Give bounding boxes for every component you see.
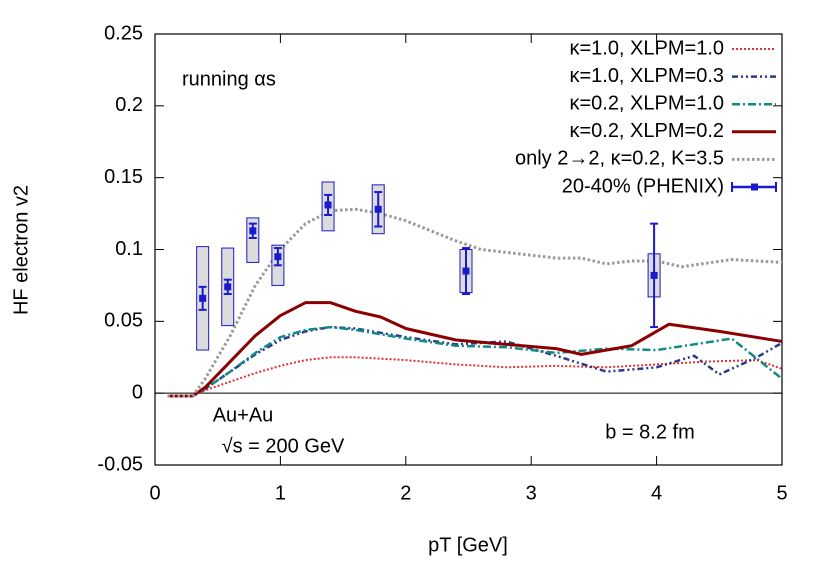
legend-label: κ=0.2, XLPM=0.2: [569, 120, 724, 142]
data-point: [462, 267, 470, 275]
x-tick-label: 0: [149, 482, 160, 504]
legend-label: 20-40% (PHENIX): [562, 175, 724, 197]
x-axis-label: pT [GeV]: [428, 534, 508, 556]
x-tick-label: 3: [526, 482, 537, 504]
y-tick-label: 0: [132, 381, 143, 403]
series-line: [167, 325, 783, 398]
legend-label: κ=1.0, XLPM=1.0: [569, 37, 724, 59]
series-line: [167, 207, 783, 398]
annotation: √s = 200 GeV: [222, 435, 345, 457]
y-tick-label: 0.1: [115, 238, 143, 260]
x-tick-label: 2: [400, 482, 411, 504]
series-line: [167, 356, 783, 398]
data-point: [374, 205, 382, 213]
data-point: [249, 227, 257, 235]
legend-label: κ=1.0, XLPM=0.3: [569, 65, 724, 87]
y-axis-label: HF electron v2: [10, 185, 32, 315]
legend-label: only 2→2, κ=0.2, K=3.5: [515, 148, 724, 170]
y-tick-label: 0.05: [104, 310, 143, 332]
x-tick-label: 1: [275, 482, 286, 504]
y-tick-label: 0.15: [104, 166, 143, 188]
data-point: [224, 283, 232, 291]
annotation: Au+Au: [213, 404, 274, 426]
legend-label: κ=0.2, XLPM=1.0: [569, 92, 724, 114]
series-line: [167, 301, 783, 398]
data-point: [650, 271, 658, 279]
data-point: [274, 253, 282, 261]
annotation: b = 8.2 fm: [605, 421, 695, 443]
data-point: [324, 201, 332, 209]
y-tick-label: 0.25: [104, 22, 143, 44]
x-tick-label: 4: [651, 482, 662, 504]
annotation: running αs: [182, 68, 276, 90]
y-tick-label: 0.2: [115, 94, 143, 116]
y-tick-label: -0.05: [97, 453, 143, 475]
x-tick-label: 5: [776, 482, 787, 504]
legend-swatch: [751, 183, 758, 191]
series-line: [167, 325, 783, 398]
data-point: [199, 294, 207, 302]
